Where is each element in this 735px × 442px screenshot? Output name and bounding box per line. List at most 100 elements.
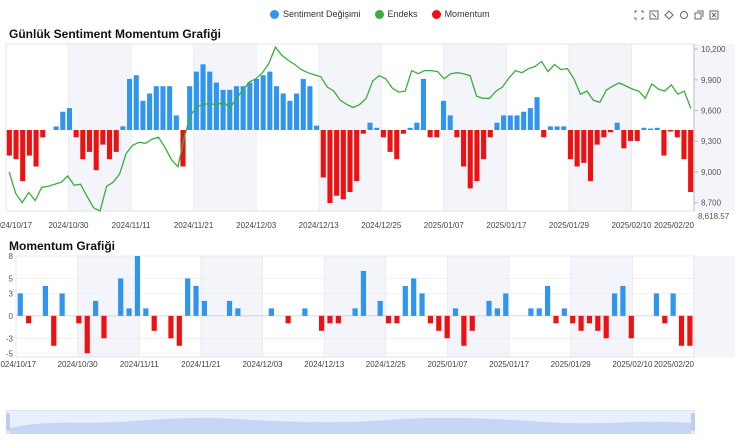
main-bar[interactable] [294, 93, 300, 131]
main-bar[interactable] [253, 78, 260, 130]
main-bar[interactable] [200, 64, 206, 130]
main-bar[interactable] [287, 100, 293, 130]
main-bar[interactable] [461, 130, 467, 167]
main-bar[interactable] [20, 130, 26, 182]
main-bar[interactable] [400, 130, 406, 134]
main-bar[interactable] [420, 78, 427, 130]
main-bar[interactable] [501, 115, 507, 130]
main-bar[interactable] [594, 130, 600, 145]
main-bar[interactable] [380, 130, 386, 138]
momentum-bar[interactable] [201, 300, 208, 316]
momentum-bar[interactable] [134, 256, 141, 316]
momentum-bar[interactable] [76, 315, 82, 324]
momentum-bar[interactable] [101, 315, 107, 339]
momentum-bar[interactable] [377, 300, 383, 316]
main-bar[interactable] [641, 127, 647, 130]
zoom-slider-handle-left[interactable] [6, 413, 10, 431]
main-bar[interactable] [634, 130, 640, 141]
momentum-bar[interactable] [84, 315, 90, 354]
momentum-bar[interactable] [528, 308, 534, 316]
main-bar[interactable] [360, 130, 366, 134]
momentum-bar[interactable] [268, 308, 274, 316]
momentum-bar[interactable] [59, 293, 65, 316]
momentum-bar[interactable] [545, 285, 551, 316]
main-bar[interactable] [180, 130, 186, 167]
main-bar[interactable] [33, 130, 39, 167]
main-bar[interactable] [86, 130, 93, 152]
momentum-bar[interactable] [126, 308, 132, 316]
momentum-bar[interactable] [486, 300, 492, 316]
momentum-bar[interactable] [536, 308, 542, 316]
main-bar[interactable] [133, 75, 139, 130]
main-bar[interactable] [40, 130, 46, 138]
main-bar[interactable] [427, 130, 433, 138]
main-bar[interactable] [434, 130, 440, 138]
data-view-icon[interactable] [694, 10, 704, 20]
main-bar[interactable] [607, 130, 614, 133]
main-bar[interactable] [307, 86, 313, 130]
main-bar[interactable] [80, 130, 86, 160]
momentum-bar[interactable] [168, 315, 174, 339]
momentum-bar[interactable] [469, 315, 475, 331]
main-bar[interactable] [107, 130, 113, 160]
main-bar[interactable] [494, 122, 500, 130]
momentum-bar[interactable] [561, 308, 567, 316]
main-bar[interactable] [227, 89, 233, 130]
main-bar[interactable] [113, 130, 119, 152]
main-bar[interactable] [233, 86, 239, 130]
main-bar[interactable] [447, 115, 453, 130]
momentum-bar[interactable] [176, 315, 182, 346]
main-bar[interactable] [273, 86, 280, 130]
main-bar[interactable] [581, 130, 587, 163]
momentum-bar[interactable] [51, 315, 57, 346]
main-bar[interactable] [127, 78, 133, 130]
main-bar[interactable] [147, 93, 153, 131]
main-bar[interactable] [367, 122, 373, 130]
main-bar[interactable] [454, 130, 460, 138]
legend-item-sentiment[interactable]: Sentiment Değişimi [270, 9, 361, 19]
main-bar[interactable] [467, 130, 473, 189]
momentum-bar[interactable] [620, 285, 626, 316]
momentum-bar[interactable] [595, 315, 601, 331]
legend-item-endeks[interactable]: Endeks [374, 9, 418, 19]
main-bar[interactable] [547, 126, 553, 130]
main-bar[interactable] [173, 115, 179, 130]
legend-item-momentum[interactable]: Momentum [431, 9, 490, 19]
momentum-bar[interactable] [327, 315, 333, 324]
momentum-bar[interactable] [419, 293, 425, 316]
momentum-bar[interactable] [678, 315, 685, 346]
momentum-bar[interactable] [687, 315, 693, 346]
main-bar[interactable] [587, 130, 594, 182]
main-bar[interactable] [407, 127, 413, 130]
momentum-bar[interactable] [360, 270, 367, 316]
endeks-line[interactable] [8, 45, 692, 212]
main-bar[interactable] [60, 111, 66, 130]
momentum-bar[interactable] [603, 315, 609, 339]
main-bar[interactable] [120, 126, 126, 130]
main-bar[interactable] [240, 86, 246, 130]
momentum-bar[interactable] [553, 315, 559, 324]
main-bar[interactable] [527, 108, 533, 130]
momentum-bar[interactable] [17, 293, 23, 316]
momentum-bar[interactable] [302, 308, 308, 316]
momentum-bar[interactable] [653, 293, 660, 316]
momentum-bar[interactable] [461, 315, 467, 346]
main-bar[interactable] [207, 71, 213, 130]
main-bar[interactable] [601, 130, 607, 138]
main-bar[interactable] [574, 130, 580, 167]
main-bar[interactable] [187, 86, 193, 130]
momentum-bar[interactable] [193, 285, 199, 316]
main-bar[interactable] [561, 126, 567, 130]
momentum-bar[interactable] [494, 308, 500, 316]
rotate-icon[interactable] [679, 10, 689, 20]
momentum-bar[interactable] [151, 315, 157, 331]
momentum-bar[interactable] [662, 315, 668, 324]
main-bar[interactable] [327, 130, 333, 203]
main-bar[interactable] [481, 130, 487, 160]
momentum-bar[interactable] [427, 315, 434, 324]
momentum-bar[interactable] [586, 315, 593, 324]
main-bar[interactable] [621, 130, 627, 149]
main-bar[interactable] [53, 126, 59, 130]
main-bar[interactable] [93, 130, 99, 171]
momentum-bar[interactable] [670, 293, 676, 316]
